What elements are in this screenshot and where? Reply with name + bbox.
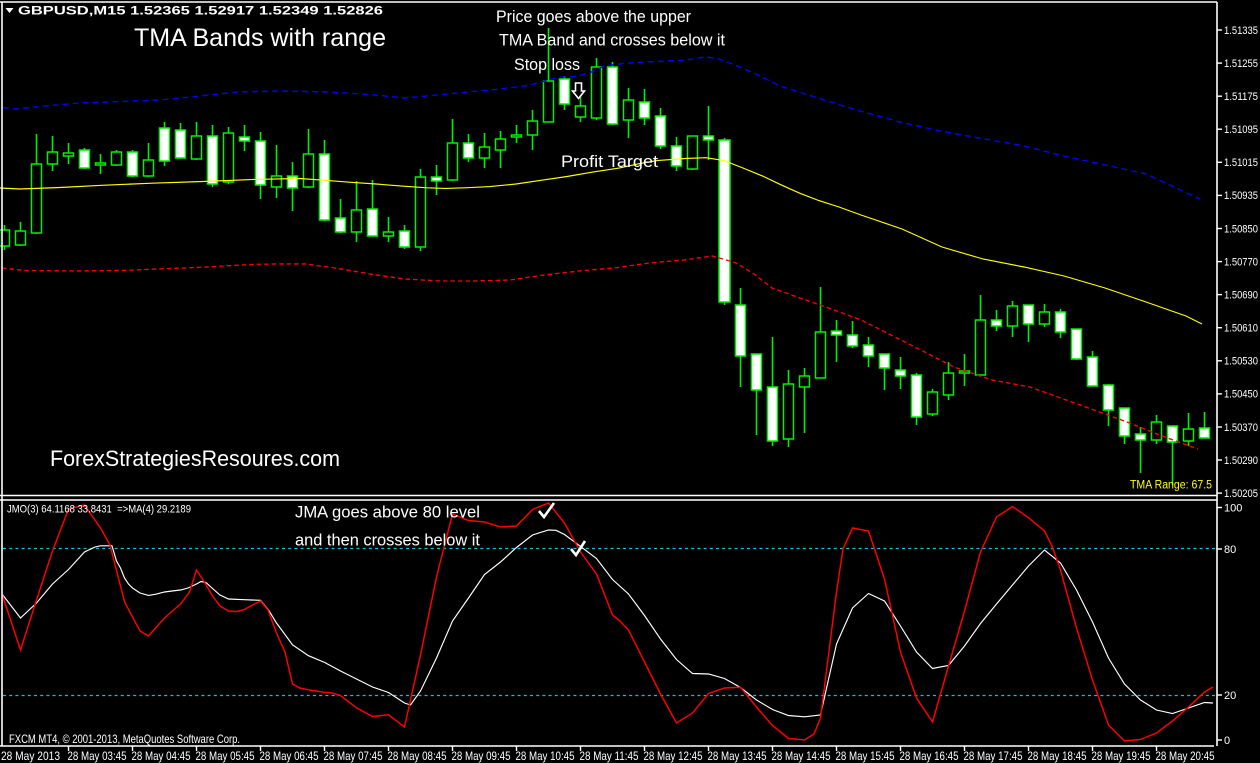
svg-text:1.51015: 1.51015 [1224,157,1258,169]
svg-text:28 May 15:45: 28 May 15:45 [836,749,895,763]
svg-text:28 May 18:45: 28 May 18:45 [1028,749,1087,763]
svg-text:TMA Range: 67.5: TMA Range: 67.5 [1130,480,1212,492]
svg-text:1.51095: 1.51095 [1224,124,1258,136]
svg-text:FXCM MT4, © 2001-2013, MetaQuo: FXCM MT4, © 2001-2013, MetaQuotes Softwa… [9,732,240,746]
svg-text:1.50935: 1.50935 [1224,190,1258,202]
svg-text:28 May 20:45: 28 May 20:45 [1156,749,1215,763]
svg-text:GBPUSD,M15 1.52365 1.52917 1.: GBPUSD,M15 1.52365 1.52917 1.52349 1.528… [18,6,383,18]
svg-text:1.50690: 1.50690 [1224,289,1258,301]
svg-text:TMA Bands with range: TMA Bands with range [134,24,386,52]
svg-text:28 May 08:45: 28 May 08:45 [388,749,447,763]
svg-text:28 May 06:45: 28 May 06:45 [260,749,319,763]
svg-text:1.50530: 1.50530 [1224,356,1258,368]
svg-text:1.50850: 1.50850 [1224,223,1258,235]
svg-text:28 May 09:45: 28 May 09:45 [452,749,511,763]
svg-text:28 May 07:45: 28 May 07:45 [324,749,383,763]
svg-text:1.50205: 1.50205 [1224,488,1258,500]
svg-text:20: 20 [1224,690,1236,702]
svg-text:1.50370: 1.50370 [1224,422,1258,434]
svg-text:28 May 2013: 28 May 2013 [1,749,60,763]
svg-text:Profit Target: Profit Target [561,152,658,171]
svg-text:and then crosses below it: and then crosses below it [295,532,480,550]
svg-text:ForexStrategiesResoures.com: ForexStrategiesResoures.com [50,446,340,471]
svg-text:1.50290: 1.50290 [1224,455,1258,467]
svg-text:28 May 13:45: 28 May 13:45 [708,749,767,763]
svg-text:28 May 17:45: 28 May 17:45 [964,749,1023,763]
svg-text:28 May 04:45: 28 May 04:45 [132,749,191,763]
svg-text:TMA Band and crosses below it: TMA Band and crosses below it [499,31,725,50]
svg-text:28 May 12:45: 28 May 12:45 [644,749,703,763]
svg-text:100: 100 [1224,502,1242,514]
svg-text:28 May 05:45: 28 May 05:45 [196,749,255,763]
svg-text:1.50450: 1.50450 [1224,389,1258,401]
svg-text:JMA goes above 80 level: JMA goes above 80 level [295,504,480,522]
svg-text:28 May 10:45: 28 May 10:45 [516,749,575,763]
svg-text:Stop loss: Stop loss [514,55,580,74]
svg-text:JMO(3) 64.1168 33.8431 =>MA(4: JMO(3) 64.1168 33.8431 =>MA(4) 29.2189 [7,504,191,516]
svg-text:80: 80 [1224,544,1236,556]
svg-text:1.50610: 1.50610 [1224,323,1258,335]
svg-text:28 May 03:45: 28 May 03:45 [68,749,127,763]
svg-text:28 May 11:45: 28 May 11:45 [580,749,639,763]
svg-text:1.51255: 1.51255 [1224,58,1258,70]
svg-text:1.51175: 1.51175 [1224,91,1258,103]
svg-text:28 May 16:45: 28 May 16:45 [900,749,959,763]
svg-text:1.51335: 1.51335 [1224,25,1258,37]
svg-text:Price goes above the upper: Price goes above the upper [496,7,691,26]
svg-text:28 May 19:45: 28 May 19:45 [1092,749,1151,763]
svg-text:0: 0 [1224,735,1230,747]
svg-text:28 May 14:45: 28 May 14:45 [772,749,831,763]
svg-text:1.50770: 1.50770 [1224,256,1258,268]
